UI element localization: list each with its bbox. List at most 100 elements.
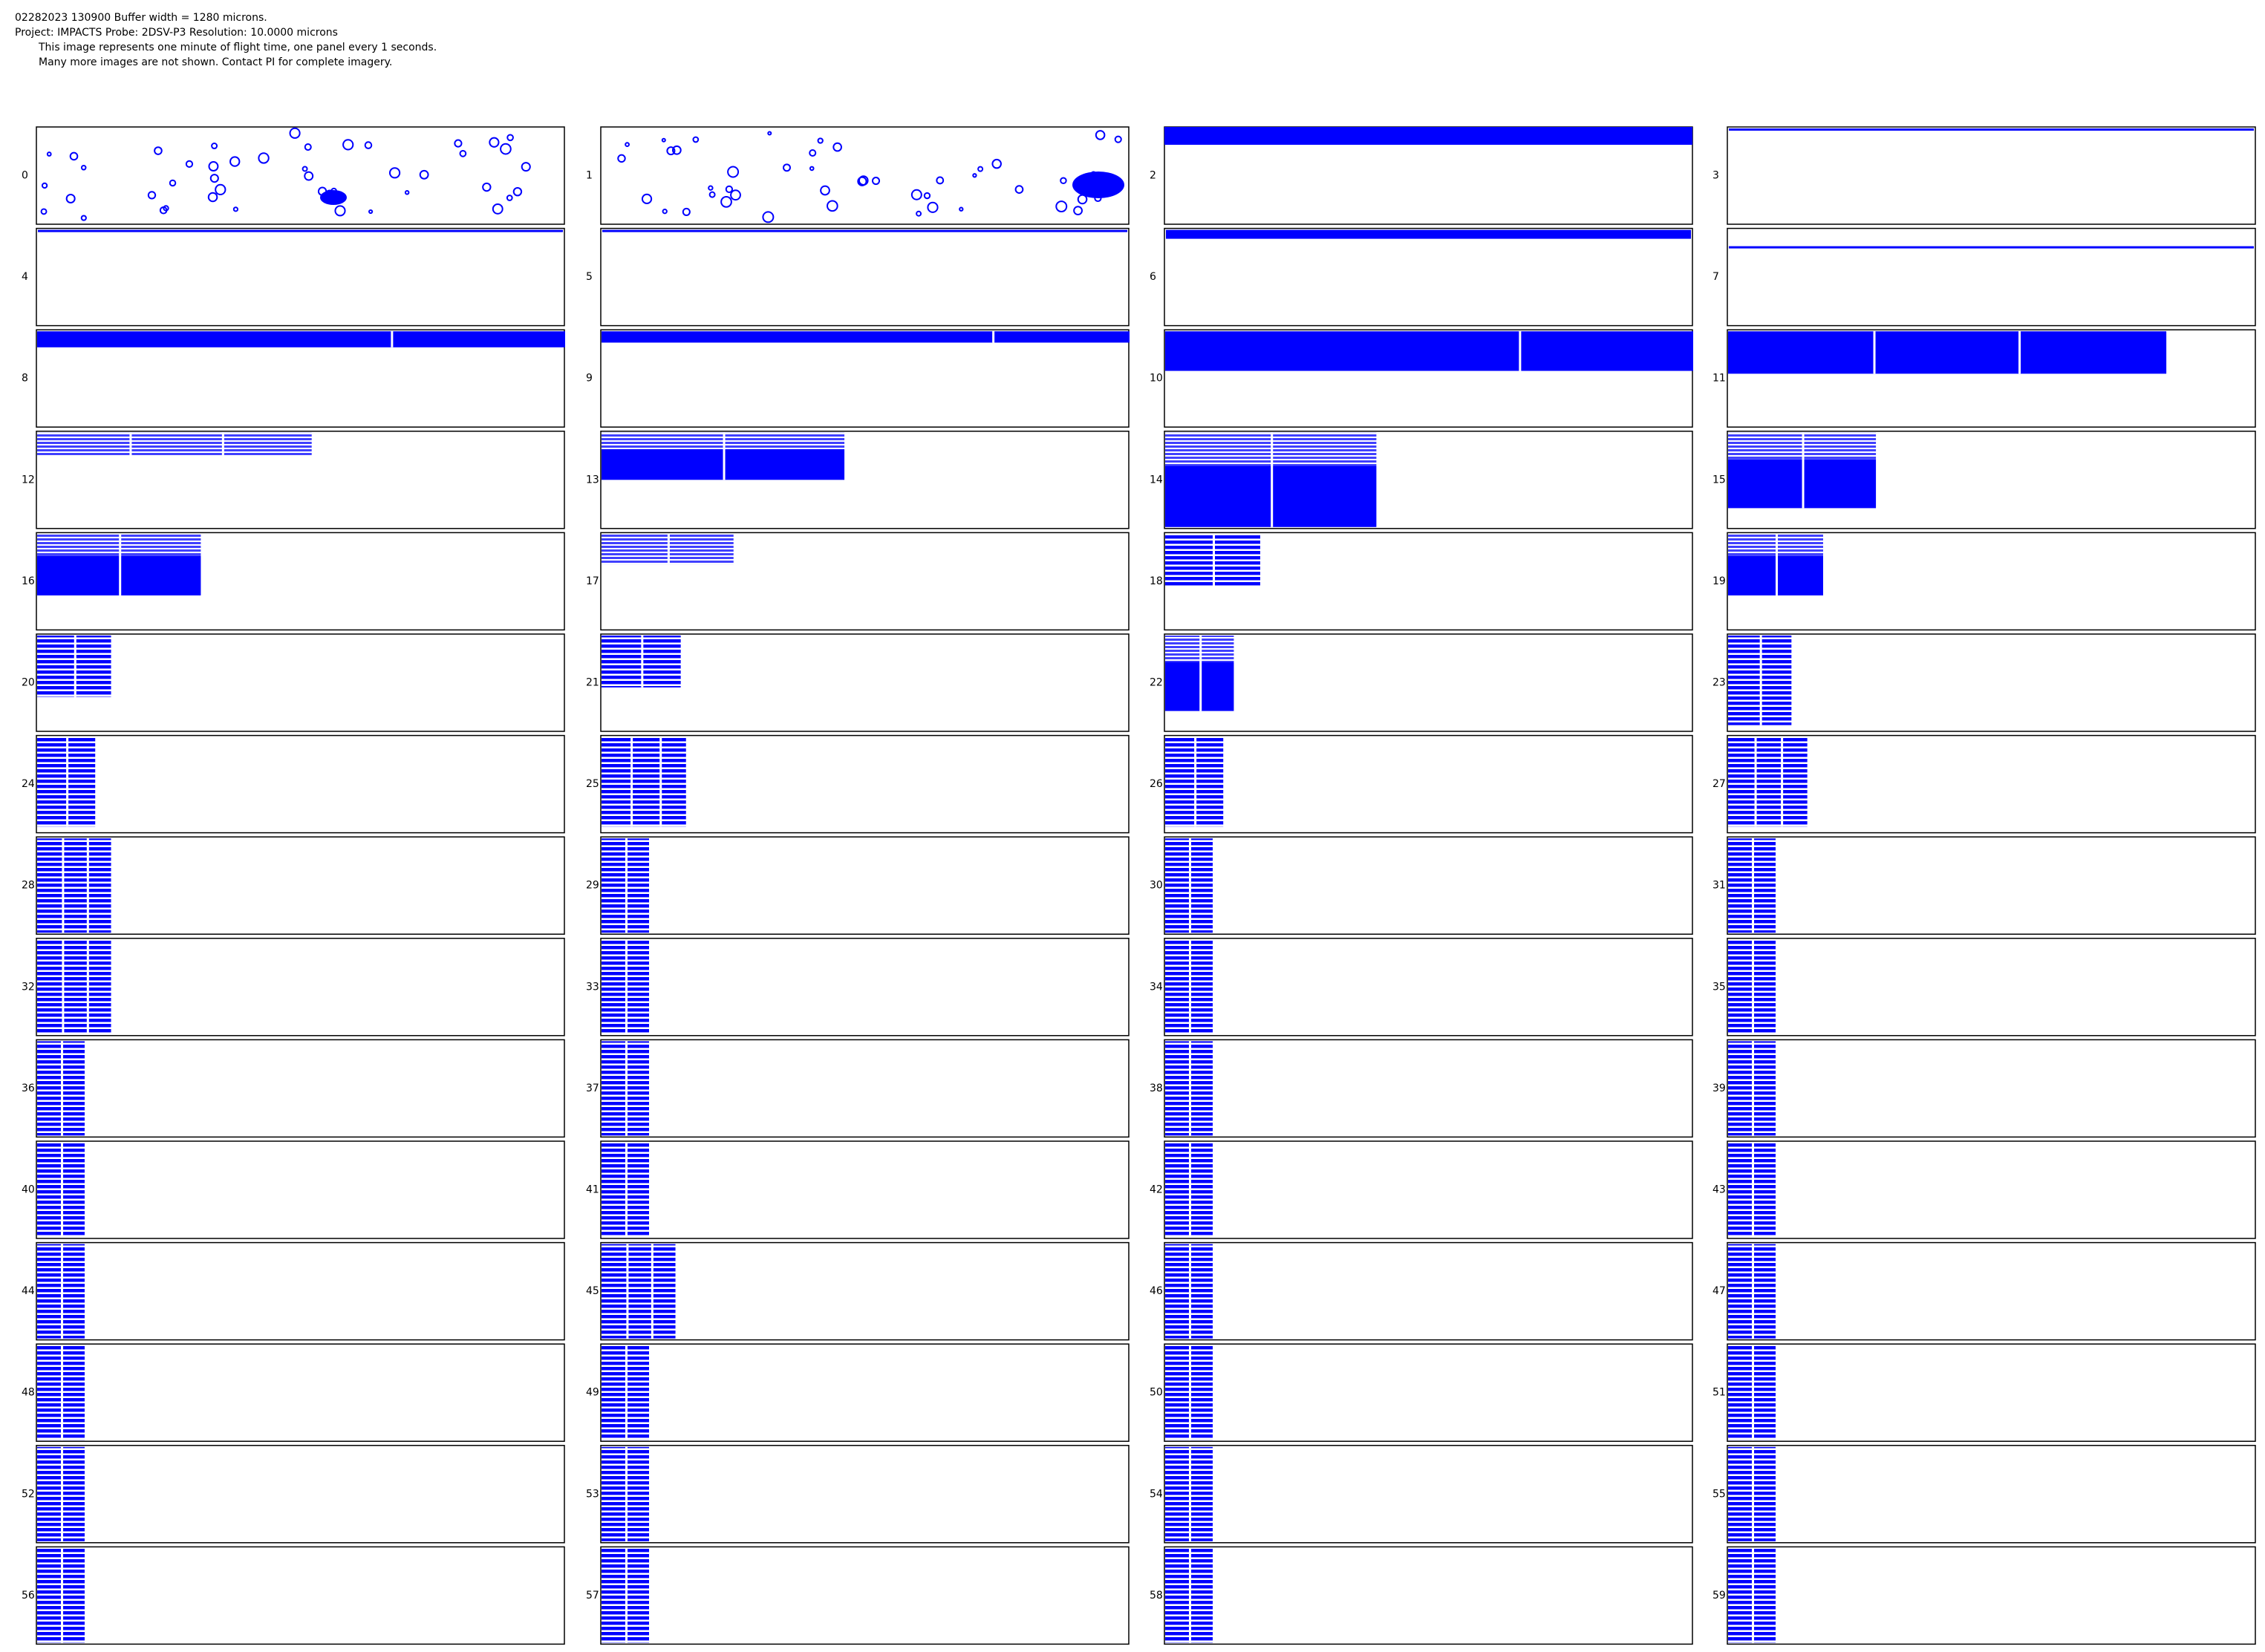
particle [342,139,354,151]
particle [334,205,346,217]
particle [65,193,76,203]
panel-frame [36,1343,565,1442]
panel-frame [600,1546,1130,1645]
panel-label: 24 [22,778,35,790]
column-gap [1751,1345,1754,1440]
panel-label: 59 [1712,1590,1726,1602]
panel-label: 43 [1712,1184,1726,1196]
column-gap [86,838,89,933]
panel-label: 45 [586,1285,599,1297]
image-band [1164,127,1692,145]
image-band [602,1244,676,1339]
particle [454,139,463,148]
column-gap [1751,1143,1754,1237]
panel-frame [36,1039,565,1138]
image-band [1728,331,2167,374]
panel-label: 53 [586,1488,599,1500]
particle [916,210,922,217]
particle [1014,185,1024,194]
panel-label: 47 [1712,1285,1726,1297]
particle [388,167,401,179]
column-gap [60,1143,63,1237]
panel-frame [1164,734,1693,834]
panel-frame [1164,227,1693,327]
particle [506,195,513,201]
panel-label: 52 [22,1488,35,1500]
column-gap [625,838,628,933]
column-gap [60,1041,63,1136]
panel-label: 26 [1150,778,1163,790]
particle [368,209,374,215]
particle [404,190,410,195]
particle [857,176,867,186]
column-gap [74,636,76,697]
panel-label: 42 [1150,1184,1163,1196]
particle [207,192,218,203]
panel-label: 1 [586,170,593,182]
particle [185,160,194,169]
column-gap [1802,432,1805,509]
header-line: Project: IMPACTS Probe: 2DSV-P3 Resoluti… [15,27,338,39]
particle [1095,130,1106,140]
particle [727,166,740,178]
panel-label: 25 [586,778,599,790]
particle [783,163,791,172]
particle [304,171,314,181]
panel-frame [1727,734,2256,834]
panel-label: 11 [1712,373,1726,385]
panel-frame [1164,836,1693,935]
panel-frame [36,734,565,834]
column-gap [625,1548,628,1643]
column-gap [60,1446,63,1541]
panel-frame [1164,938,1693,1036]
panel-frame [1727,1445,2256,1544]
particle [708,191,716,198]
particle [991,158,1002,169]
column-gap [1775,534,1778,595]
image-band [602,229,1127,232]
column-gap [667,534,670,565]
panel-label: 7 [1712,271,1719,283]
particle [910,189,922,200]
particle [725,185,734,193]
panel-frame [600,1140,1130,1239]
panel-frame [1727,1546,2256,1645]
panel-frame [1164,1241,1693,1341]
panel-frame [1727,1241,2256,1341]
image-band [37,331,565,347]
panel-label: 31 [1712,880,1726,892]
panel-frame [1727,1039,2256,1138]
panel-label: 39 [1712,1083,1726,1094]
panel-frame [1727,126,2256,225]
panel-label: 22 [1150,677,1163,689]
panel-label: 14 [1150,474,1163,486]
panel-label: 0 [22,170,28,182]
panel-frame [1727,938,2256,1036]
panel-label: 17 [586,575,599,587]
column-gap [630,737,633,827]
panel-label: 51 [1712,1387,1726,1399]
particle [977,166,984,172]
panel-label: 34 [1150,981,1163,993]
particle [80,165,87,171]
panel-label: 23 [1712,677,1726,689]
particle [492,203,503,215]
panel-frame [1727,633,2256,732]
particle [671,145,682,155]
particle [730,189,741,201]
panel-frame [600,734,1130,834]
panel-label: 36 [22,1083,35,1094]
panel-frame [36,938,565,1036]
header-line: 02282023 130900 Buffer width = 1280 micr… [15,12,267,24]
particle [927,201,939,213]
column-gap [2018,331,2021,374]
panel-label: 57 [586,1590,599,1602]
column-gap [1519,331,1522,371]
panel-label: 13 [586,474,599,486]
particle [692,136,700,143]
panel-frame [1164,1546,1693,1645]
particle [827,200,838,212]
particle [923,192,931,200]
particle [720,196,732,208]
panel-label: 18 [1150,575,1163,587]
